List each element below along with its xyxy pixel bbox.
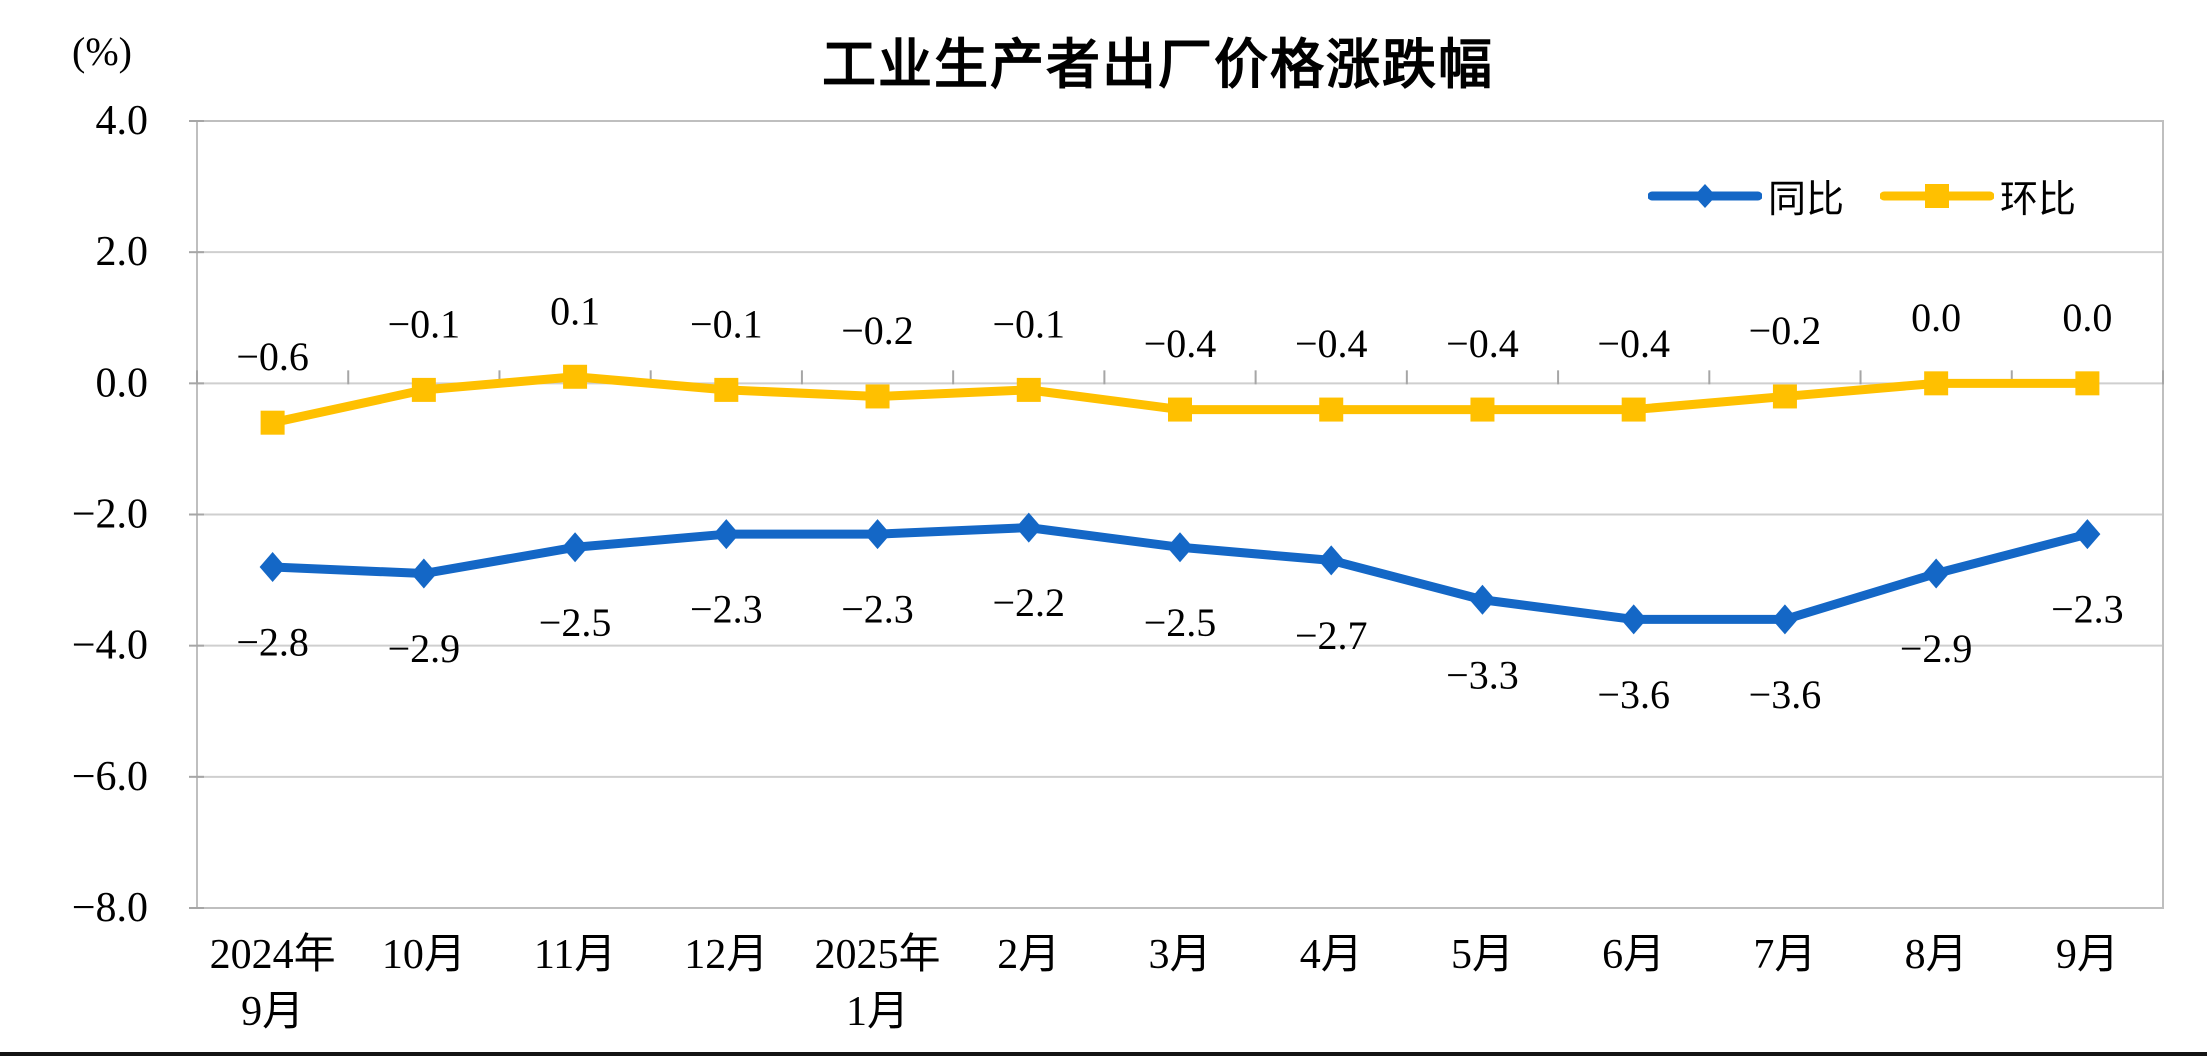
svg-text:−0.2: −0.2 (1749, 308, 1822, 353)
svg-text:−0.1: −0.1 (992, 301, 1065, 346)
svg-text:−2.0: −2.0 (72, 492, 148, 538)
svg-text:−4.0: −4.0 (72, 623, 148, 669)
svg-text:−3.6: −3.6 (1597, 672, 1670, 717)
legend-label-yoy: 同比 (1768, 179, 1845, 221)
svg-text:6月: 6月 (1602, 932, 1665, 978)
svg-text:8月: 8月 (1905, 932, 1968, 978)
svg-text:−0.4: −0.4 (1597, 321, 1670, 366)
svg-text:2月: 2月 (997, 932, 1060, 978)
svg-text:−0.2: −0.2 (841, 308, 914, 353)
yoy-series-markers (259, 512, 2101, 635)
mom-line-square-icon (1879, 179, 1995, 213)
mom-data-labels: −0.6 −0.1 0.1 −0.1 −0.2 −0.1 −0.4 −0.4 −0.4 −0.4 −… (236, 288, 2112, 379)
yoy-data-labels: −2.8 −2.9 −2.5 −2.3 −2.3 −2.2 −2.5 −2.7 −3.3 −3.6… (236, 580, 2123, 717)
svg-text:−2.3: −2.3 (841, 587, 914, 632)
legend-item-yoy: 同比 (1647, 168, 1845, 223)
svg-text:−0.4: −0.4 (1144, 321, 1217, 366)
svg-text:−0.1: −0.1 (388, 301, 461, 346)
svg-text:−0.4: −0.4 (1446, 321, 1519, 366)
svg-text:3月: 3月 (1148, 932, 1211, 978)
svg-text:9月: 9月 (2056, 932, 2119, 978)
svg-text:10月: 10月 (382, 932, 466, 978)
svg-text:11月: 11月 (534, 932, 616, 978)
svg-text:0.0: 0.0 (2062, 295, 2112, 340)
legend-item-mom: 环比 (1879, 168, 2077, 223)
svg-text:2024年: 2024年 (210, 931, 336, 978)
svg-text:−2.9: −2.9 (1900, 626, 1973, 671)
svg-text:0.0: 0.0 (1911, 295, 1961, 340)
legend-label-mom: 环比 (2000, 179, 2077, 221)
svg-text:7月: 7月 (1753, 932, 1816, 978)
svg-text:−2.9: −2.9 (388, 626, 461, 671)
svg-text:−2.7: −2.7 (1295, 613, 1368, 658)
svg-text:9月: 9月 (241, 989, 304, 1035)
svg-text:−8.0: −8.0 (72, 885, 148, 931)
legend: 同比 环比 (1647, 168, 2077, 223)
svg-text:0.1: 0.1 (550, 288, 600, 333)
svg-text:2025年: 2025年 (815, 931, 941, 978)
y-axis-unit-label: (%) (72, 29, 132, 74)
svg-text:−0.1: −0.1 (690, 301, 763, 346)
svg-text:−2.3: −2.3 (2051, 587, 2124, 632)
x-axis-tick-labels: 2024年 9月 10月 11月 12月 2025年 1月 2月 3月 4月 5月 6月 7月 8月 9月 (210, 931, 2119, 1035)
page-bottom-divider (0, 1052, 2207, 1056)
svg-text:−3.3: −3.3 (1446, 652, 1519, 697)
svg-text:1月: 1月 (846, 989, 909, 1035)
svg-text:0.0: 0.0 (96, 360, 149, 406)
axis-tick-marks (189, 120, 2164, 909)
svg-text:5月: 5月 (1451, 932, 1514, 978)
yoy-line-diamond-icon (1647, 179, 1763, 213)
svg-text:−0.4: −0.4 (1295, 321, 1368, 366)
svg-text:−2.8: −2.8 (236, 619, 309, 664)
svg-text:4月: 4月 (1300, 932, 1363, 978)
gridlines (197, 251, 2163, 778)
y-axis-tick-labels: 4.0 2.0 0.0 −2.0 −4.0 −6.0 −8.0 (72, 98, 148, 931)
svg-text:2.0: 2.0 (96, 229, 149, 275)
svg-text:−0.6: −0.6 (236, 334, 309, 379)
svg-text:−2.5: −2.5 (539, 600, 612, 645)
svg-text:−2.5: −2.5 (1144, 600, 1217, 645)
svg-text:−6.0: −6.0 (72, 754, 148, 800)
svg-text:4.0: 4.0 (96, 98, 149, 144)
chart-title: 工业生产者出厂价格涨跌幅 (822, 35, 1494, 95)
svg-text:−2.3: −2.3 (690, 587, 763, 632)
svg-text:−2.2: −2.2 (992, 580, 1065, 625)
mom-series-markers (260, 364, 2100, 435)
svg-text:−3.6: −3.6 (1749, 672, 1822, 717)
svg-text:12月: 12月 (684, 932, 768, 978)
